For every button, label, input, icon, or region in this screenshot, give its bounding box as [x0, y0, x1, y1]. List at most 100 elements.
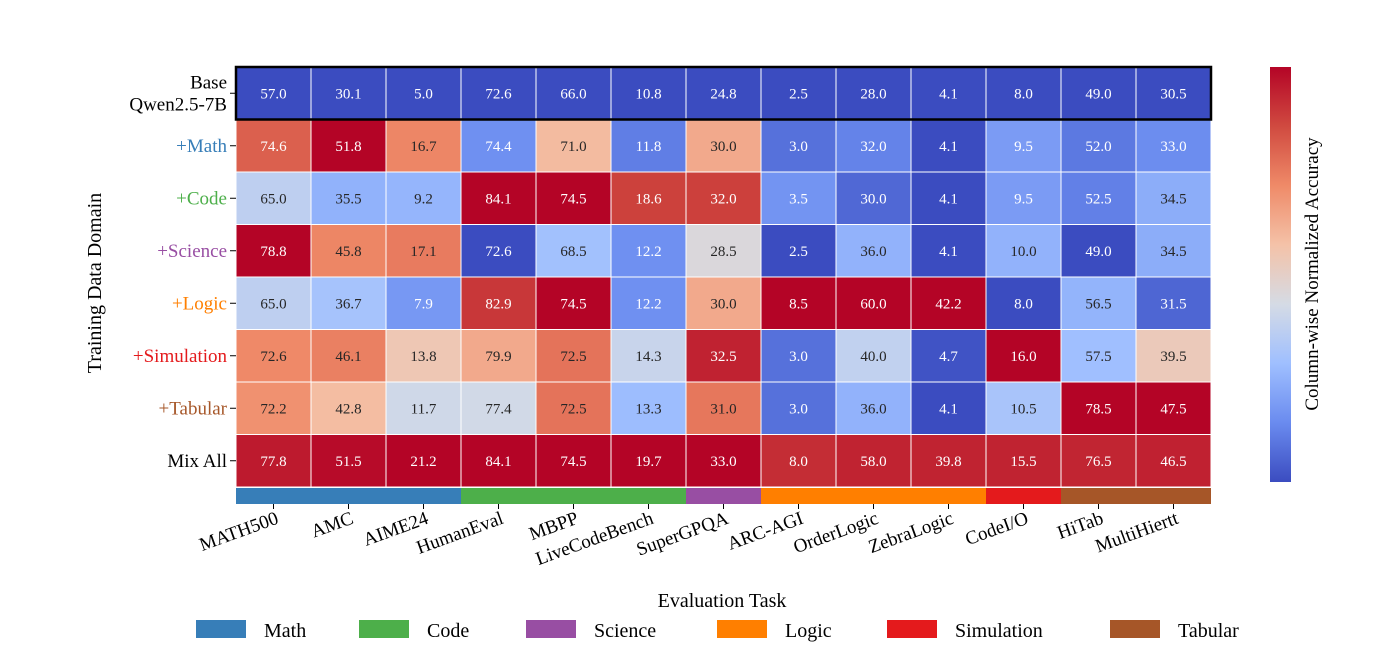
cell-value: 33.0 [1160, 139, 1186, 155]
cell-value: 78.5 [1085, 401, 1111, 417]
cell-value: 9.2 [414, 191, 433, 207]
cell-value: 72.6 [485, 86, 512, 102]
cell-value: 12.2 [635, 244, 661, 260]
cell-value: 71.0 [560, 139, 586, 155]
heatmap-cell [460, 119, 537, 173]
cell-value: 13.8 [410, 349, 436, 365]
y-axis-label: Training Data Domain [84, 193, 106, 373]
heatmap-cell [235, 434, 312, 488]
row-label: Base Qwen2.5-7B [129, 72, 227, 115]
heatmap-cell [1060, 224, 1137, 278]
heatmap-cell [685, 329, 762, 383]
heatmap-cell [685, 119, 762, 173]
heatmap-cell [385, 171, 462, 225]
colorbar [1270, 67, 1291, 482]
cell-value: 52.0 [1085, 139, 1111, 155]
cell-value: 77.4 [485, 401, 512, 417]
cell-value: 15.5 [1010, 454, 1036, 470]
cell-value: 74.5 [560, 191, 586, 207]
heatmap-cell [910, 224, 987, 278]
heatmap-cell [985, 171, 1062, 225]
legend: Math Code Science Logic Simulation Tabular [196, 620, 1239, 642]
cell-value: 36.0 [860, 401, 886, 417]
heatmap-cell [535, 119, 612, 173]
cell-value: 49.0 [1085, 86, 1111, 102]
column-label: AMC [308, 508, 356, 543]
row-label: +Science [157, 241, 227, 262]
cell-value: 52.5 [1085, 191, 1111, 207]
heatmap-cell [385, 224, 462, 278]
cell-value: 72.2 [260, 401, 286, 417]
domain-strip-segment [761, 488, 836, 504]
cell-value: 34.5 [1160, 191, 1186, 207]
cell-value: 42.2 [935, 296, 961, 312]
cell-value: 11.8 [636, 139, 662, 155]
column-label: CodeI/O [963, 508, 1032, 550]
cell-value: 39.5 [1160, 349, 1186, 365]
heatmap-cell [835, 276, 912, 330]
cell-value: 42.8 [335, 401, 361, 417]
column-label: MultiHiertt [1093, 508, 1182, 558]
cell-value: 4.1 [939, 86, 958, 102]
heatmap-cell [385, 381, 462, 435]
cell-value: 30.0 [710, 139, 736, 155]
heatmap-cell [460, 329, 537, 383]
heatmap-cell [310, 276, 387, 330]
heatmap-cell [985, 434, 1062, 488]
cell-value: 7.9 [414, 296, 433, 312]
cell-value: 21.2 [410, 454, 436, 470]
heatmap-cell [985, 381, 1062, 435]
cell-value: 30.0 [860, 191, 886, 207]
cell-value: 57.0 [260, 86, 286, 102]
legend-label: Science [594, 620, 656, 642]
cell-value: 17.1 [410, 244, 436, 260]
heatmap-cell [535, 171, 612, 225]
row-label: +Logic [172, 293, 227, 314]
cell-value: 4.1 [939, 401, 958, 417]
cell-value: 84.1 [485, 191, 511, 207]
heatmap-cell [760, 329, 837, 383]
column-label: MATH500 [197, 508, 282, 556]
legend-swatch [526, 620, 576, 638]
domain-strip-segment [386, 488, 461, 504]
domain-strip-segment [1136, 488, 1211, 504]
domain-strip [236, 488, 1211, 504]
heatmap-cell [1135, 329, 1212, 383]
domain-strip-segment [911, 488, 986, 504]
heatmap-cell [910, 329, 987, 383]
cell-value: 18.6 [635, 191, 662, 207]
cell-value: 2.5 [789, 86, 808, 102]
heatmap-cell [760, 224, 837, 278]
cell-value: 30.1 [335, 86, 361, 102]
heatmap-cell [835, 329, 912, 383]
row-label: +Code [176, 188, 227, 209]
cell-value: 65.0 [260, 296, 286, 312]
cell-value: 31.0 [710, 401, 736, 417]
cell-value: 72.6 [485, 244, 512, 260]
cell-value: 28.0 [860, 86, 886, 102]
x-axis-label: Evaluation Task [658, 590, 787, 612]
heatmap-cells [235, 66, 1212, 488]
heatmap-cell [385, 119, 462, 173]
heatmap-cell [310, 171, 387, 225]
heatmap-cell [1060, 329, 1137, 383]
domain-strip-segment [311, 488, 386, 504]
heatmap-cell [535, 329, 612, 383]
cell-value: 2.5 [789, 244, 808, 260]
cell-value: 4.7 [939, 349, 958, 365]
heatmap-cell [385, 276, 462, 330]
legend-label: Math [264, 620, 306, 642]
legend-label: Tabular [1178, 620, 1239, 642]
heatmap-cell [910, 66, 987, 120]
heatmap-cell [385, 329, 462, 383]
domain-strip-segment [236, 488, 311, 504]
cell-value: 8.0 [1014, 296, 1033, 312]
cell-value: 72.5 [560, 401, 586, 417]
cell-value: 60.0 [860, 296, 886, 312]
cell-value: 32.0 [860, 139, 886, 155]
heatmap-cell [835, 434, 912, 488]
cell-value: 79.9 [485, 349, 511, 365]
cell-value: 35.5 [335, 191, 361, 207]
heatmap-cell [1135, 381, 1212, 435]
